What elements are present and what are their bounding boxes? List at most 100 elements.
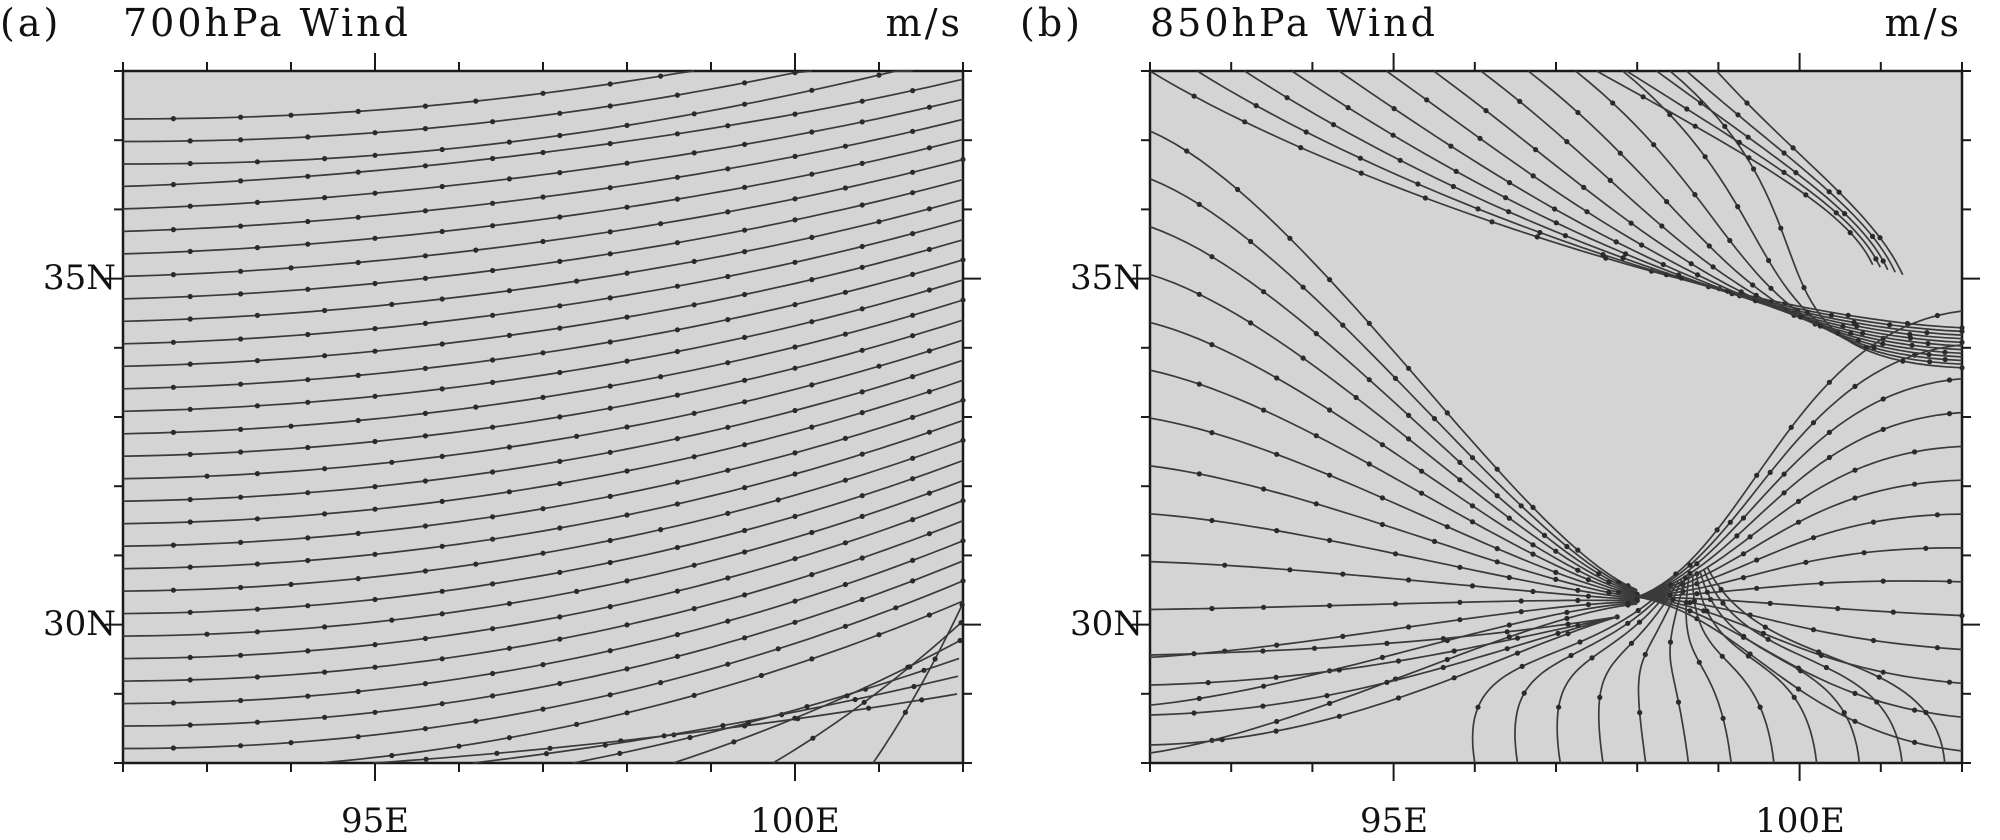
streamline-arrow-dot [674, 632, 681, 638]
streamline-arrow-dot [1781, 169, 1787, 175]
streamline-arrow-dot [907, 664, 913, 670]
streamline-arrow-dot [1727, 519, 1733, 525]
panel-b-plot-area [1148, 69, 1964, 765]
streamline-arrow-dot [422, 320, 428, 326]
streamline [1244, 70, 1963, 336]
streamline-arrow-dot [725, 273, 731, 280]
streamline-arrow-dot [1854, 323, 1860, 329]
streamline-arrow-dot [305, 173, 311, 179]
streamline [122, 70, 695, 120]
streamline [1527, 70, 1963, 358]
streamline-arrow-dot [674, 348, 681, 355]
streamline-arrow-dot [490, 312, 496, 318]
streamline-arrow-dot [1444, 410, 1450, 416]
streamline-arrow-dot [1946, 411, 1953, 417]
streamline [1471, 586, 1668, 764]
streamline-arrow-dot [674, 327, 681, 333]
streamline-arrow-dot [288, 265, 294, 271]
streamline-arrow-dot [288, 112, 294, 118]
streamline-arrow-dot [1934, 645, 1940, 651]
streamline-arrow-dot [1585, 601, 1591, 608]
streamline-arrow-dot [1890, 609, 1896, 615]
streamline-arrow-dot [422, 568, 428, 574]
streamline-arrow-dot [187, 406, 193, 412]
streamline-arrow-dot [1340, 322, 1346, 328]
streamline-arrow-dot [1340, 571, 1346, 577]
streamline-arrow-dot [1727, 237, 1733, 244]
streamline-arrow-dot [1209, 517, 1215, 524]
streamline-arrow-dot [1514, 635, 1521, 641]
streamline [122, 359, 964, 503]
streamline-arrow-dot [792, 471, 798, 477]
streamline-arrow-dot [372, 393, 378, 399]
streamline-arrow-dot [1391, 106, 1397, 112]
streamline-arrow-dot [792, 153, 798, 159]
streamline-arrow-dot [1556, 704, 1562, 710]
streamline-arrow-dot [254, 245, 260, 251]
streamline [472, 675, 959, 764]
streamline-arrow-dot [1494, 466, 1500, 472]
streamline-arrow-dot [1553, 220, 1559, 226]
streamline-arrow-dot [254, 561, 260, 567]
streamline-arrow-dot [1720, 600, 1726, 606]
streamline-arrow-dot [691, 454, 697, 460]
streamline-arrow-dot [809, 424, 815, 430]
streamline-arrow-dot [1959, 328, 1965, 334]
streamline-arrow-dot [958, 620, 964, 626]
streamline [1691, 574, 1775, 764]
streamline-arrow-dot [1469, 455, 1476, 461]
streamline-arrow-dot [809, 129, 815, 135]
streamline-arrow-dot [1852, 383, 1858, 389]
panel-b-title: 850hPa Wind [1150, 1, 1438, 45]
streamline-arrow-dot [490, 267, 496, 274]
streamline-arrow-dot [1620, 255, 1626, 261]
streamline-arrow-dot [1475, 704, 1481, 710]
streamline-arrow-dot [624, 204, 630, 210]
streamline-arrow-dot [1406, 365, 1412, 371]
streamline-arrow-dot [1395, 695, 1402, 701]
streamline-arrow-dot [170, 542, 176, 548]
streamline-arrow-dot [439, 588, 445, 594]
streamline-arrow-dot [1946, 377, 1953, 383]
streamline-arrow-dot [305, 490, 311, 496]
streamline-arrow-dot [187, 138, 193, 144]
streamline-arrow-dot [742, 527, 748, 534]
panel-a-streamlines [122, 70, 966, 764]
streamline-arrow-dot [691, 258, 697, 264]
streamline-arrow-dot [876, 632, 882, 638]
streamline-arrow-dot [1530, 504, 1536, 510]
streamline-arrow-dot [490, 469, 496, 475]
streamline-arrow-dot [809, 319, 815, 325]
streamline-arrow-dot [1637, 710, 1643, 716]
streamline-arrow-dot [742, 101, 748, 107]
streamline-arrow-dot [322, 353, 328, 359]
streamline-arrow-dot [742, 635, 748, 641]
streamline-arrow-dot [624, 270, 630, 276]
streamline-arrow-dot [372, 709, 378, 715]
streamline-arrow-dot [1366, 377, 1372, 383]
streamline-arrow-dot [1503, 195, 1509, 201]
streamline-arrow-dot [607, 604, 613, 610]
streamline-arrow-dot [842, 581, 849, 588]
streamline-arrow-dot [1719, 653, 1725, 659]
streamline-arrow-dot [1924, 330, 1930, 336]
streamline-arrow-dot [1444, 656, 1450, 663]
panel-b-xtick-95e: 95E [1360, 801, 1428, 840]
streamline-arrow-dot [506, 735, 512, 741]
streamline-arrow-dot [1801, 285, 1807, 291]
streamline-arrow-dot [910, 557, 916, 564]
streamline-arrow-dot [725, 360, 731, 366]
streamline-arrow-dot [1734, 533, 1740, 539]
panel-b-ticks [1132, 53, 1980, 781]
streamline-arrow-dot [742, 485, 748, 491]
streamline-arrow-dot [1675, 699, 1682, 705]
streamline-arrow-dot [1313, 331, 1319, 337]
streamline-arrow-dot [910, 455, 916, 461]
streamline-arrow-dot [574, 721, 580, 728]
streamline-arrow-dot [1581, 184, 1587, 190]
streamline-arrow-dot [742, 549, 748, 555]
streamline-arrow-dot [1946, 578, 1953, 585]
streamline-arrow-dot [1327, 537, 1333, 544]
streamline-arrow-dot [490, 119, 496, 125]
streamline [1637, 596, 1963, 752]
